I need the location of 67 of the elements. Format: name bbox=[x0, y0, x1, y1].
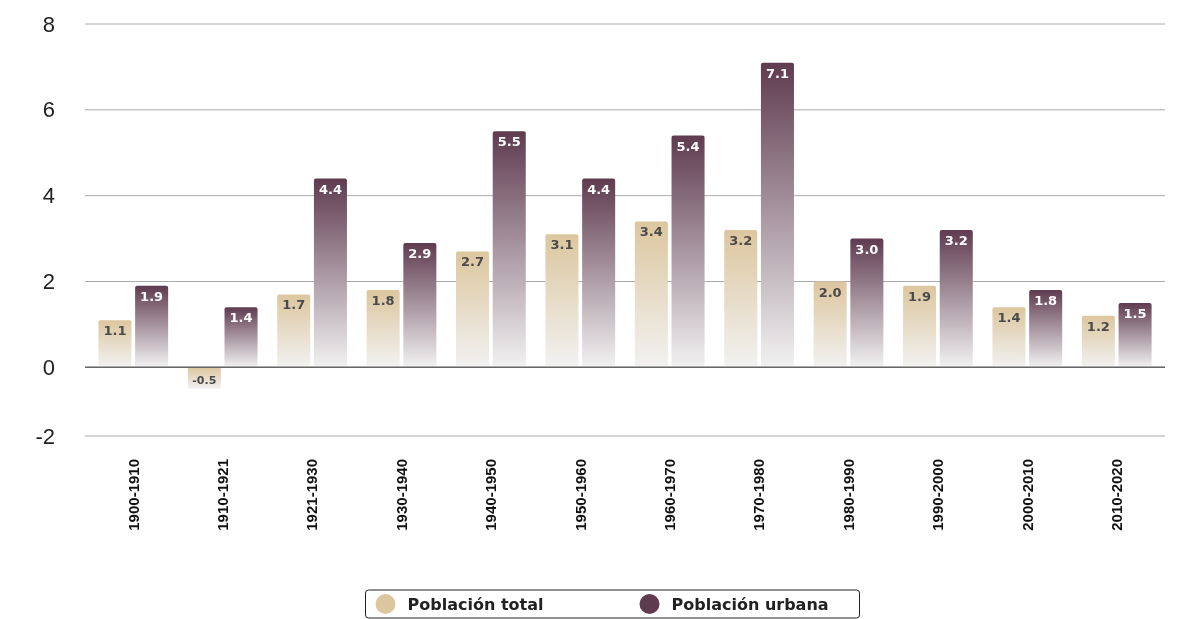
bar bbox=[1029, 290, 1063, 368]
data-label: 5.5 bbox=[497, 134, 521, 150]
data-label: 1.9 bbox=[908, 288, 932, 304]
y-tick-label: 0 bbox=[42, 354, 55, 380]
bar bbox=[492, 131, 526, 368]
bar bbox=[634, 221, 668, 368]
x-tick-label: 1940-1950 bbox=[482, 459, 500, 531]
bar bbox=[277, 294, 311, 368]
data-label: 1.4 bbox=[997, 310, 1021, 326]
x-tick-label: 2000-2010 bbox=[1018, 459, 1036, 531]
x-tick-label: 1900-1910 bbox=[124, 459, 142, 531]
data-label: 4.4 bbox=[318, 181, 342, 197]
data-label: 1.5 bbox=[1123, 305, 1147, 321]
data-label: 2.9 bbox=[408, 245, 432, 261]
legend-label: Población urbana bbox=[671, 595, 829, 614]
data-label: 3.2 bbox=[729, 233, 753, 248]
bar bbox=[850, 238, 884, 368]
data-label: 3.4 bbox=[639, 224, 663, 240]
bar bbox=[582, 178, 616, 368]
x-tick-label: 1990-2000 bbox=[929, 459, 947, 531]
y-tick-label: 8 bbox=[42, 11, 55, 37]
bar bbox=[992, 307, 1026, 368]
data-label: 1.7 bbox=[282, 297, 306, 313]
data-label: 5.4 bbox=[676, 138, 700, 154]
x-tick-label: 1950-1960 bbox=[571, 459, 589, 531]
bar bbox=[671, 135, 705, 368]
bar bbox=[813, 281, 847, 368]
x-tick-label: 1930-1940 bbox=[392, 459, 410, 531]
bar bbox=[98, 320, 132, 368]
data-label: 1.8 bbox=[371, 293, 395, 309]
bar bbox=[456, 251, 490, 368]
data-label: 1.1 bbox=[103, 323, 127, 339]
bar bbox=[724, 230, 758, 368]
bar bbox=[135, 285, 169, 368]
x-tick-label: 1980-1990 bbox=[839, 459, 857, 531]
bar bbox=[313, 178, 347, 368]
data-label: 7.1 bbox=[765, 65, 789, 81]
data-label: 3.0 bbox=[855, 241, 879, 257]
data-label: 1.2 bbox=[1086, 318, 1110, 334]
y-tick-label: -2 bbox=[35, 423, 55, 449]
data-label: 4.4 bbox=[587, 181, 611, 197]
data-label: 3.1 bbox=[550, 237, 574, 253]
x-tick-label: 1910-1921 bbox=[213, 459, 231, 531]
data-label: 2.7 bbox=[461, 254, 485, 270]
bar bbox=[760, 62, 794, 368]
x-tick-label: 1921-1930 bbox=[303, 459, 321, 531]
data-label: 1.8 bbox=[1034, 293, 1058, 309]
y-tick-label: 2 bbox=[42, 269, 55, 295]
x-tick-label: 1960-1970 bbox=[660, 459, 678, 531]
y-tick-label: 6 bbox=[42, 97, 55, 123]
x-tick-label: 2010-2020 bbox=[1107, 459, 1125, 531]
y-tick-label: 4 bbox=[42, 183, 55, 209]
bar bbox=[1081, 315, 1115, 368]
bar bbox=[224, 307, 258, 368]
legend-label: Población total bbox=[407, 595, 544, 614]
data-label: 1.9 bbox=[140, 288, 164, 304]
data-label: 3.2 bbox=[944, 233, 968, 248]
bar bbox=[1118, 302, 1152, 368]
bar bbox=[545, 234, 579, 368]
bar bbox=[903, 285, 937, 368]
bar bbox=[403, 242, 437, 368]
data-label: 1.4 bbox=[229, 310, 253, 326]
data-label: 2.0 bbox=[818, 284, 842, 300]
bar bbox=[366, 290, 400, 368]
bar bbox=[939, 230, 973, 368]
data-label: -0.5 bbox=[192, 373, 217, 387]
x-tick-label: 1970-1980 bbox=[750, 459, 768, 531]
